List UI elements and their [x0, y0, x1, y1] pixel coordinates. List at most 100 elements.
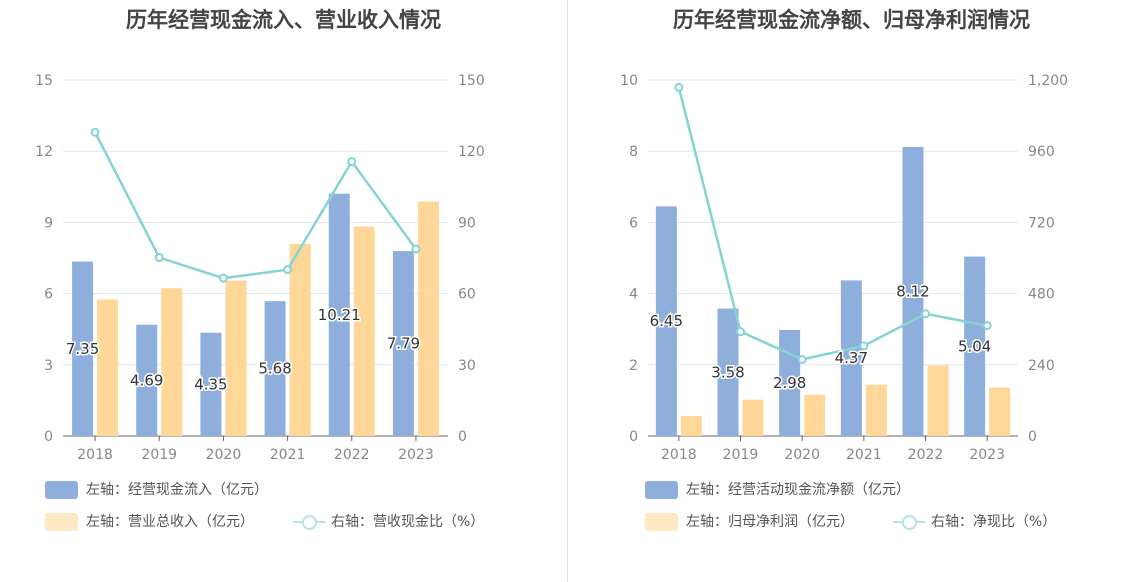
legend-item[interactable]: 右轴：营收现金比（%）	[293, 512, 484, 532]
y-left-tick-label: 6	[44, 287, 53, 303]
bar	[200, 332, 222, 436]
bar	[417, 201, 439, 436]
bar	[392, 251, 414, 436]
legend-swatch	[45, 481, 78, 499]
x-tick-label: 2018	[661, 447, 697, 463]
y-left-tick-label: 3	[44, 358, 53, 374]
legend-swatch	[45, 513, 78, 531]
y-left-tick-label: 6	[629, 215, 638, 231]
x-tick-label: 2019	[141, 447, 177, 463]
legend-swatch	[645, 513, 678, 531]
bar-data-label: 7.35	[66, 340, 99, 358]
line-point	[154, 253, 164, 263]
bar-data-label: 3.58	[711, 363, 744, 381]
bar	[328, 193, 350, 436]
bar	[225, 280, 247, 436]
bar-data-label: 6.45	[650, 312, 683, 330]
legend-item[interactable]: 左轴：经营现金流入（亿元）	[45, 480, 268, 500]
line-point	[797, 354, 807, 364]
bar-data-label: 4.37	[835, 349, 868, 367]
bar-data-label: 5.04	[958, 337, 991, 355]
legend-item[interactable]: 左轴：营业总收入（亿元）	[45, 512, 254, 532]
legend-label: 右轴：营收现金比（%）	[331, 514, 485, 530]
bar	[655, 206, 677, 436]
legend-label: 左轴：归母净利润（亿元）	[686, 514, 854, 530]
legend-item[interactable]: 右轴：净现比（%）	[893, 512, 1056, 532]
x-tick-label: 2018	[77, 447, 113, 463]
x-tick-label: 2019	[723, 447, 759, 463]
legend-item[interactable]: 左轴：经营活动现金流净额（亿元）	[645, 480, 910, 500]
bar	[902, 146, 924, 437]
bar	[264, 301, 286, 436]
y-left-tick-label: 9	[44, 215, 53, 231]
line-point	[982, 321, 992, 331]
chart-panel-left: 历年经营现金流入、营业收入情况 0 3 6 9 12 15 0 30 60 90 120 150 201…	[35, 8, 485, 532]
x-tick-label: 2022	[334, 447, 370, 463]
y-right-tick-label: 240	[1028, 358, 1055, 374]
bar-data-label: 2.98	[773, 374, 806, 392]
y-right-tick-label: 0	[458, 429, 467, 445]
x-tick-label: 2020	[784, 447, 820, 463]
line-point	[736, 327, 745, 337]
legend-item[interactable]: 左轴：归母净利润（亿元）	[645, 512, 854, 532]
bar	[680, 416, 702, 436]
y-right-tick-label: 1,200	[1028, 73, 1068, 89]
bar	[840, 280, 862, 436]
line-point	[90, 127, 100, 137]
bar	[717, 308, 739, 436]
y-left-tick-label: 2	[629, 358, 638, 374]
y-right-tick-label: 60	[458, 287, 476, 303]
x-tick-label: 2023	[398, 447, 434, 463]
legend-line-marker	[293, 512, 325, 532]
x-tick-label: 2021	[846, 447, 882, 463]
bar	[289, 243, 311, 436]
chart-svg: 0 2 4 6 8 10 0 240 480 720 960 1,200 2018 2019 2020 202…	[620, 73, 1068, 463]
x-tick-label: 2023	[969, 447, 1005, 463]
y-right-tick-label: 960	[1028, 144, 1055, 160]
bar	[136, 324, 158, 436]
y-left-tick-label: 10	[620, 73, 638, 89]
line-point	[674, 82, 684, 92]
line-point	[218, 273, 228, 283]
y-left-tick-label: 8	[629, 144, 638, 160]
bar	[97, 299, 119, 436]
legend-label: 左轴：经营现金流入（亿元）	[86, 482, 268, 498]
y-left-tick-label: 15	[35, 73, 53, 89]
y-left-tick-label: 12	[35, 144, 53, 160]
line-series	[677, 87, 988, 361]
bar	[742, 399, 764, 436]
y-right-tick-label: 30	[458, 358, 476, 374]
legend-label: 左轴：经营活动现金流净额（亿元）	[686, 482, 910, 498]
legend-label: 右轴：净现比（%）	[931, 514, 1057, 530]
bar-data-label: 7.79	[387, 335, 420, 353]
legend-line-marker	[893, 512, 925, 532]
bar	[865, 384, 887, 436]
bar-data-label: 8.12	[896, 282, 929, 300]
x-tick-label: 2022	[908, 447, 944, 463]
bar	[353, 226, 375, 436]
bar-data-label: 10.21	[318, 306, 361, 324]
line-point	[411, 244, 421, 254]
y-left-tick-label: 0	[629, 429, 638, 445]
y-right-tick-label: 480	[1028, 287, 1055, 303]
y-right-tick-label: 90	[458, 215, 476, 231]
bar-data-label: 4.69	[130, 371, 163, 389]
y-left-tick-label: 4	[629, 287, 638, 303]
bar	[989, 387, 1011, 436]
bar-data-label: 4.35	[194, 375, 227, 393]
bar	[927, 365, 949, 436]
legend-swatch	[645, 481, 678, 499]
bar	[964, 256, 986, 436]
bar-data-label: 5.68	[258, 360, 291, 378]
line-point	[859, 341, 869, 351]
chart-title: 历年经营现金流入、营业收入情况	[126, 8, 441, 32]
y-right-tick-label: 150	[458, 73, 485, 89]
y-right-tick-label: 720	[1028, 215, 1055, 231]
x-tick-label: 2020	[206, 447, 242, 463]
y-right-tick-label: 0	[1028, 429, 1037, 445]
line-series	[93, 131, 417, 280]
bar	[72, 261, 94, 436]
line-point	[921, 309, 930, 319]
chart-title: 历年经营现金流净额、归母净利润情况	[673, 8, 1030, 32]
